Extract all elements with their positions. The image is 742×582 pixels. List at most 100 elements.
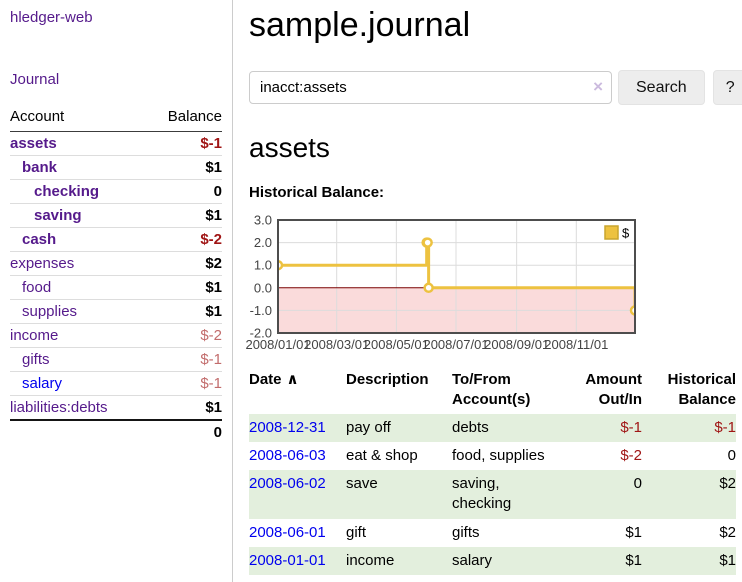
account-row: cash $-2 xyxy=(10,227,222,252)
transaction-description: save xyxy=(346,475,378,492)
account-balance: $-2 xyxy=(146,323,222,348)
x-tick-label: 2008/01/01 xyxy=(245,337,310,352)
account-row: liabilities:debts $1 xyxy=(10,395,222,421)
txn-col-header: Description xyxy=(346,371,429,388)
account-link-income[interactable]: income xyxy=(10,327,59,344)
transaction-amount: $-1 xyxy=(620,418,642,436)
account-balance: $-2 xyxy=(146,227,222,252)
account-balance: $1 xyxy=(146,299,222,324)
transaction-balance: 0 xyxy=(727,446,736,464)
account-row: salary $-1 xyxy=(10,371,222,396)
account-row: bank $1 xyxy=(10,155,222,180)
x-tick-label: 2008/11/01 xyxy=(544,337,608,352)
account-row: assets $-1 xyxy=(10,131,222,156)
transaction-row: 2008-06-02 save saving, checking 0 $2 xyxy=(249,470,736,519)
transaction-balance: $2 xyxy=(719,523,736,541)
account-row: expenses $2 xyxy=(10,251,222,276)
account-row: income $-2 xyxy=(10,323,222,348)
account-row: gifts $-1 xyxy=(10,347,222,372)
transaction-balance: $1 xyxy=(719,551,736,569)
accounts-header-account: Account xyxy=(10,105,147,132)
accounts-table: Account Balance assets $-1 bank $1 checking 0… xyxy=(10,105,222,444)
transaction-balance: $-1 xyxy=(714,418,736,436)
account-link-liabilities-debts[interactable]: liabilities:debts xyxy=(10,399,108,416)
account-balance: $1 xyxy=(146,203,222,228)
app-brand-link[interactable]: hledger-web xyxy=(10,9,93,26)
transaction-description: gift xyxy=(346,523,367,541)
transaction-description: eat & shop xyxy=(346,446,418,464)
chart-title: Historical Balance: xyxy=(249,184,385,201)
account-link-expenses[interactable]: expenses xyxy=(10,255,75,272)
transaction-date-link[interactable]: 2008-01-01 xyxy=(249,551,326,569)
account-row: supplies $1 xyxy=(10,299,222,324)
accounts-total-row: 0 xyxy=(10,419,222,444)
account-link-bank[interactable]: bank xyxy=(22,159,58,176)
chart-legend: $ xyxy=(604,225,630,241)
account-link-assets[interactable]: assets xyxy=(10,135,57,152)
nav-journal-link[interactable]: Journal xyxy=(10,71,60,88)
account-balance: $2 xyxy=(146,251,222,276)
x-tick-label: 2008/03/01 xyxy=(304,337,369,352)
transaction-amount: 0 xyxy=(633,475,642,492)
account-balance: $-1 xyxy=(146,131,222,156)
accounts-total-value: 0 xyxy=(146,419,222,444)
transaction-description: pay off xyxy=(346,418,391,436)
transaction-date-link[interactable]: 2008-06-01 xyxy=(249,523,326,541)
historical-balance-chart[interactable]: 3.0 2.0 1.0 0.0 -1.0 -2.0 2008/01/01 2008/03/01… xyxy=(245,212,742,354)
account-balance: $1 xyxy=(146,155,222,180)
transaction-amount: $-2 xyxy=(620,446,642,464)
account-link-gifts[interactable]: gifts xyxy=(22,351,50,368)
sort-ascending-icon[interactable]: ∧ xyxy=(286,371,299,388)
page-title: sample.journal xyxy=(249,6,471,44)
x-tick-label: 2008/07/01 xyxy=(423,337,488,352)
transaction-row: 2008-01-01 income salary $1 $1 xyxy=(249,546,736,575)
transaction-accounts: salary xyxy=(452,551,493,569)
transaction-row: 2008-12-31 pay off debts $-1 $-1 xyxy=(249,413,736,442)
account-link-saving[interactable]: saving xyxy=(34,207,82,224)
txn-col-header: Date ∧ xyxy=(249,371,299,388)
svg-text:$: $ xyxy=(622,226,630,241)
txn-col-header: Historical Balance xyxy=(667,371,736,409)
register-account-heading: assets xyxy=(249,132,330,163)
transaction-date-link[interactable]: 2008-12-31 xyxy=(249,418,326,436)
account-link-food[interactable]: food xyxy=(22,279,52,296)
transaction-description: income xyxy=(346,551,395,569)
transaction-row: 2008-06-01 gift gifts $1 $2 xyxy=(249,519,736,547)
transaction-amount: $1 xyxy=(625,523,642,541)
transaction-accounts: saving, checking xyxy=(452,475,512,513)
txn-col-header: To/From Account(s) xyxy=(452,371,531,409)
account-balance: $-1 xyxy=(146,371,222,396)
transaction-row: 2008-06-03 eat & shop food, supplies $-2 0 xyxy=(249,442,736,470)
x-tick-label: 2008/09/01 xyxy=(484,337,549,352)
transaction-balance: $2 xyxy=(719,475,736,492)
account-row: food $1 xyxy=(10,275,222,300)
txn-col-header: Amount Out/In xyxy=(585,371,642,409)
accounts-header-balance: Balance xyxy=(146,105,222,132)
y-tick-label: 3.0 xyxy=(254,213,272,228)
transaction-date-link[interactable]: 2008-06-03 xyxy=(249,446,326,464)
transaction-amount: $1 xyxy=(625,551,642,569)
transaction-accounts: gifts xyxy=(452,523,480,541)
account-row: saving $1 xyxy=(10,203,222,228)
balance-chart-svg[interactable]: 3.0 2.0 1.0 0.0 -1.0 -2.02008/01/012008/03/01… xyxy=(245,212,641,354)
search-input[interactable] xyxy=(249,71,612,104)
account-link-salary[interactable]: salary xyxy=(22,375,63,392)
account-balance: $-1 xyxy=(146,347,222,372)
account-link-checking[interactable]: checking xyxy=(34,183,100,200)
y-tick-label: 2.0 xyxy=(254,235,272,250)
transaction-date-link[interactable]: 2008-06-02 xyxy=(249,475,326,492)
account-link-cash[interactable]: cash xyxy=(22,231,57,248)
clear-search-icon[interactable]: × xyxy=(593,77,603,96)
search-input-wrap: × xyxy=(249,71,612,104)
sidebar-nav: Journal xyxy=(10,71,222,89)
account-row: checking 0 xyxy=(10,179,222,204)
main-content: sample.journal × Search ? assets Histori… xyxy=(233,0,742,582)
y-tick-label: 1.0 xyxy=(254,258,272,273)
transaction-accounts: debts xyxy=(452,418,489,436)
sidebar: hledger-web Journal Account Balance asse… xyxy=(0,0,233,582)
help-button[interactable]: ? xyxy=(712,70,742,105)
account-balance: $1 xyxy=(146,395,222,421)
search-button[interactable]: Search xyxy=(618,70,705,105)
account-link-supplies[interactable]: supplies xyxy=(22,303,78,320)
x-tick-label: 2008/05/01 xyxy=(364,337,429,352)
